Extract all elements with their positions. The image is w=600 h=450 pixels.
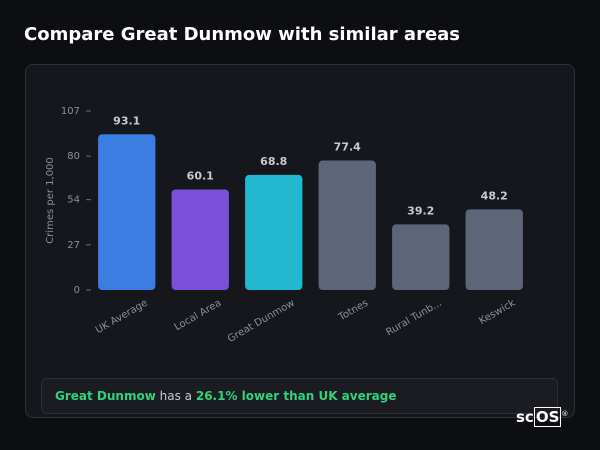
value-label: 60.1 [187,169,214,182]
logo-boxed: OS [533,407,562,427]
bar [392,224,450,290]
value-label: 77.4 [334,141,361,154]
y-tick-label: 54 [67,195,80,206]
logo-mark: ® [561,410,569,418]
y-tick-label: 0 [74,285,80,296]
bar [245,174,303,290]
bar [318,160,376,290]
summary-text: has a [159,389,193,403]
y-tick-label: 107 [61,106,80,117]
summary-note: Great Dunmow has a 26.1% lower than UK a… [41,378,558,414]
y-tick-label: 80 [67,151,80,162]
area-name: Great Dunmow [55,389,156,403]
y-axis-title: Crimes per 1,000 [45,157,56,244]
comparison: 26.1% lower than UK average [195,389,397,403]
page-title: Compare Great Dunmow with similar areas [24,24,461,45]
y-tick-label: 27 [67,240,80,251]
x-tick-label: UK Average [94,298,150,337]
value-label: 68.8 [260,155,287,168]
bar [465,209,523,290]
x-tick-label: Rural Tunb... [384,298,443,339]
value-label: 48.2 [481,189,508,202]
bar [171,189,229,290]
value-label: 39.2 [407,204,434,217]
logo-prefix: sc [516,408,534,426]
x-tick-label: Great Dunmow [226,298,297,345]
x-tick-label: Local Area [173,298,224,334]
x-tick-label: Keswick [477,298,517,327]
x-tick-label: Totnes [336,298,370,324]
logo: sc OS ® [516,407,569,427]
bar [98,134,156,290]
value-label: 93.1 [113,114,140,127]
